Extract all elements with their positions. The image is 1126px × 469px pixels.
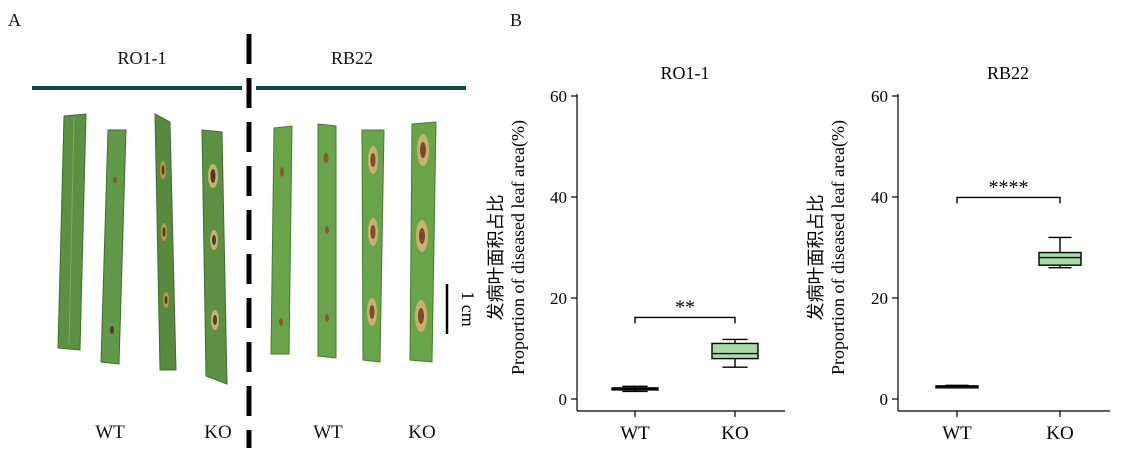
chart-title: RB22: [987, 63, 1029, 83]
y-tick-label: 0: [880, 390, 889, 409]
significance-stars: ****: [989, 176, 1029, 198]
y-tick-label: 20: [871, 289, 888, 308]
xlabel-rb22-ko: KO: [408, 422, 436, 443]
leaf-ro1-wt-2: [100, 129, 127, 365]
leaf-rb22-ko-1: [361, 129, 385, 363]
y-tick-label: 60: [550, 87, 567, 106]
leaf-ro1-ko-2: [201, 129, 228, 385]
leaf-rb22-wt-2: [317, 123, 337, 359]
x-tick-label: KO: [721, 423, 748, 444]
box-ko: [1038, 251, 1082, 266]
box-chart-rb22: RB22 0 20 40 60 WT KO 发病叶面积占比 Proportion of dise…: [806, 63, 1110, 444]
y-tick-label: 60: [871, 87, 888, 106]
y-tick-label: 40: [871, 188, 888, 207]
x-tick-label: WT: [942, 423, 972, 444]
x-tick-label: KO: [1046, 423, 1073, 444]
y-axis-title-en: Proportion of diseased leaf area(%): [828, 120, 849, 375]
significance-stars: **: [675, 296, 695, 318]
leaf-photo-panel: 1 cm: [32, 34, 478, 448]
x-tick-label: WT: [620, 423, 650, 444]
significance-bracket: [956, 196, 1061, 204]
scale-bar-label: 1 cm: [458, 291, 478, 327]
group-title-rb22: RB22: [330, 48, 373, 68]
box-ko: [711, 342, 759, 360]
leaf-rb22-wt-1: [270, 125, 293, 355]
y-tick-label: 20: [550, 289, 567, 308]
leaf-ro1-ko-1: [154, 113, 177, 371]
y-tick-label: 40: [550, 188, 567, 207]
y-axis-title-zh: 发病叶面积占比: [806, 195, 826, 321]
chart-title: RO1-1: [661, 63, 710, 83]
panel-a-label: A: [8, 10, 21, 30]
y-axis-title-zh: 发病叶面积占比: [486, 195, 506, 321]
y-tick-label: 0: [559, 390, 568, 409]
significance-bracket: [634, 316, 736, 324]
panel-b-label: B: [510, 10, 523, 30]
xlabel-ro1-ko: KO: [204, 422, 232, 443]
leaf-ro1-wt-1: [57, 113, 87, 351]
xlabel-rb22-wt: WT: [313, 422, 343, 443]
xlabel-ro1-wt: WT: [95, 422, 125, 443]
group-title-ro1-1: RO1-1: [117, 48, 167, 68]
y-axis-title-en: Proportion of diseased leaf area(%): [508, 120, 529, 375]
box-chart-ro1-1: RO1-1 0 20 40 60 WT KO 发病叶面积占比 Proportion of dis…: [486, 63, 785, 444]
leaf-rb22-ko-2: [409, 121, 437, 363]
